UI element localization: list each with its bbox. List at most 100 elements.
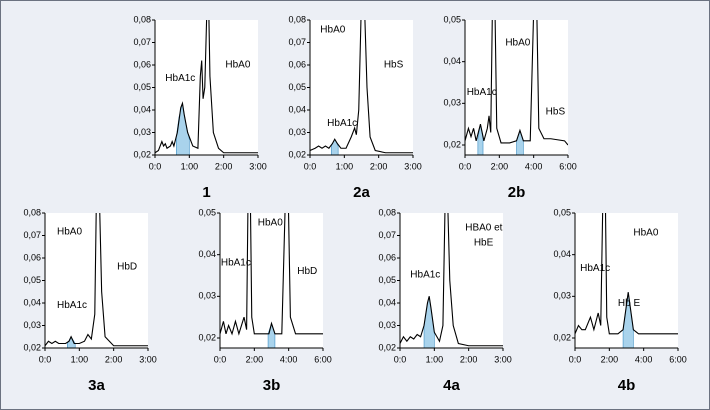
y-tick-label: 0,03 <box>288 127 306 137</box>
panel-label: 3a <box>88 377 105 394</box>
x-tick-label: 2:00 <box>370 161 388 171</box>
annotation: HbA1c <box>221 258 251 269</box>
x-tick-label: 0:0 <box>394 354 407 364</box>
trace <box>155 20 258 154</box>
y-tick-label: 0,02 <box>23 342 41 352</box>
y-tick-label: 0,04 <box>23 297 41 307</box>
panel: 0,02 0,03 0,04 0,05 0,06 0,07 0,08 0:0 1:00 2:00 3… <box>288 14 422 201</box>
panel-label: 4a <box>443 377 460 394</box>
trace <box>400 213 503 347</box>
x-tick-label: 1:00 <box>71 354 89 364</box>
x-tick-label: 0:0 <box>214 354 227 364</box>
y-tick-label: 0,03 <box>198 291 216 301</box>
y-tick-label: 0,06 <box>288 59 306 69</box>
y-tick-label: 0,04 <box>198 249 216 259</box>
annotation: HbA0 <box>633 228 658 239</box>
y-tick-label: 0,04 <box>378 297 396 307</box>
annotation: HbA0 <box>258 218 283 229</box>
annotation: HbA1c <box>467 87 497 98</box>
y-tick-label: 0,04 <box>133 104 151 114</box>
panel-label: 4b <box>618 377 636 394</box>
annotation: HbD <box>297 266 317 277</box>
x-tick-label: 2:00 <box>601 354 619 364</box>
plot-area <box>400 213 503 348</box>
annotation: HbA0 <box>505 38 530 49</box>
annotation: HBA0 et <box>465 223 502 234</box>
x-tick-label: 2:00 <box>460 354 478 364</box>
x-tick-label: 0:0 <box>569 354 582 364</box>
y-tick-label: 0,02 <box>288 149 306 159</box>
y-tick-label: 0,03 <box>23 320 41 330</box>
annotation: HbA1c <box>165 73 195 84</box>
y-tick-label: 0,02 <box>198 332 216 342</box>
annotation: HbD <box>117 262 137 273</box>
y-tick-label: 0,07 <box>133 37 151 47</box>
panel: 0,02 0,03 0,04 0,05 0:0 2:00 4:00 6:00 HbA0 HbA1c… <box>553 207 687 394</box>
y-tick-label: 0,05 <box>553 207 571 217</box>
y-tick-label: 0,06 <box>23 252 41 262</box>
trace <box>310 20 413 154</box>
y-tick-label: 0,06 <box>378 252 396 262</box>
y-tick-label: 0,07 <box>378 230 396 240</box>
x-tick-label: 4:00 <box>525 161 543 171</box>
y-tick-label: 0,05 <box>288 82 306 92</box>
y-tick-label: 0,04 <box>288 104 306 114</box>
y-tick-label: 0,05 <box>378 275 396 285</box>
y-tick-label: 0,04 <box>553 249 571 259</box>
x-tick-label: 0:0 <box>459 161 472 171</box>
y-tick-label: 0,08 <box>133 14 151 24</box>
x-tick-label: 2:00 <box>105 354 123 364</box>
x-tick-label: 2:00 <box>246 354 264 364</box>
y-tick-label: 0,05 <box>23 275 41 285</box>
x-tick-label: 3:00 <box>494 354 512 364</box>
x-tick-label: 0:0 <box>304 161 317 171</box>
annotation: HbA1c <box>327 118 357 129</box>
panel: 0,02 0,03 0,04 0,05 0,06 0,07 0,08 0:0 1:00 2:00 3… <box>23 207 157 394</box>
x-tick-label: 3:00 <box>139 354 157 364</box>
y-tick-label: 0,06 <box>133 59 151 69</box>
x-tick-label: 4:00 <box>280 354 298 364</box>
panel: 0,02 0,03 0,04 0,05 0:0 2:00 4:00 6:00 HbA0 HbA1c… <box>198 207 331 394</box>
annotation: HbE <box>474 238 494 249</box>
y-tick-label: 0,08 <box>23 207 41 217</box>
y-tick-label: 0,03 <box>553 291 571 301</box>
annotation: HbA1c <box>580 263 610 274</box>
annotation: HbA0 <box>320 25 345 36</box>
annotation: Hb E <box>618 298 641 309</box>
plot-area <box>310 20 413 155</box>
trace <box>575 213 678 335</box>
trace <box>465 20 568 146</box>
panel-label: 1 <box>202 184 210 201</box>
x-tick-label: 4:00 <box>635 354 653 364</box>
annotation: HbS <box>384 60 404 71</box>
annotation: HbA1c <box>57 300 87 311</box>
y-tick-label: 0,05 <box>198 207 216 217</box>
y-tick-label: 0,07 <box>288 37 306 47</box>
y-tick-label: 0,07 <box>23 230 41 240</box>
y-tick-label: 0,03 <box>133 127 151 137</box>
y-tick-label: 0,02 <box>133 149 151 159</box>
x-tick-label: 6:00 <box>669 354 687 364</box>
y-tick-label: 0,04 <box>443 56 461 66</box>
y-tick-label: 0,02 <box>378 342 396 352</box>
x-tick-label: 1:00 <box>426 354 444 364</box>
panel-label: 2a <box>353 184 370 201</box>
trace <box>45 213 148 347</box>
plot-area <box>45 213 148 348</box>
y-tick-label: 0,05 <box>133 82 151 92</box>
annotation: HbA1c <box>410 270 440 281</box>
panel-label: 3b <box>263 377 281 394</box>
panel: 0,02 0,03 0,04 0,05 0,06 0,07 0,08 0:0 1:00 2:00 3… <box>378 207 512 394</box>
panel: 0,02 0,03 0,04 0,05 0,06 0,07 0,08 0:0 1:00 2:00 3… <box>133 14 266 201</box>
x-tick-label: 0:0 <box>149 161 162 171</box>
x-tick-label: 1:00 <box>181 161 199 171</box>
annotation: HbS <box>546 107 566 118</box>
y-tick-label: 0,08 <box>288 14 306 24</box>
trace <box>220 213 323 336</box>
x-tick-label: 3:00 <box>404 161 422 171</box>
x-tick-label: 2:00 <box>491 161 509 171</box>
y-tick-label: 0,05 <box>443 14 461 24</box>
annotation: HbA0 <box>57 227 82 238</box>
y-tick-label: 0,08 <box>378 207 396 217</box>
x-tick-label: 1:00 <box>336 161 354 171</box>
